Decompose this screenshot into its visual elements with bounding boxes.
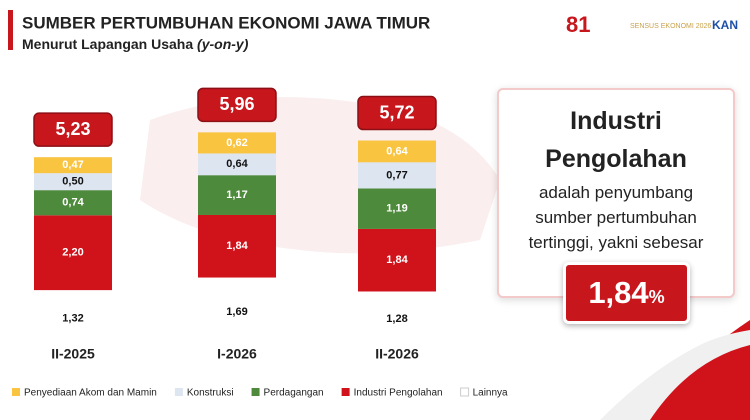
legend-swatch [341,388,350,396]
legend-label: Industri Pengolahan [354,388,443,399]
bar-segment [34,190,112,216]
bar-segment [358,162,436,189]
highlight-text: adalah penyumbang sumber pertumbuhan ter… [528,183,704,252]
bar-segment [198,277,276,335]
logo: SENSUS EKONOMI 2026 [630,23,711,30]
bar-segment [198,214,276,278]
total-label: 5,72 [379,102,414,122]
logo: 81 [566,12,590,37]
segment-label: 0,74 [62,197,84,209]
accent-bar [8,10,13,50]
segment-label: 1,69 [226,306,247,318]
legend-label: Lainnya [473,388,508,399]
highlight-number: 1,84 [588,275,649,310]
map-background [140,97,500,254]
segment-label: 1,32 [62,312,83,324]
flag-white [600,330,750,420]
total-box [197,87,277,123]
segment-label: 0,62 [226,137,247,149]
bar-segment [34,290,112,335]
bar-segment [198,153,276,176]
segment-label: 1,17 [226,189,247,201]
bar-segment [34,215,112,291]
bar-segment [358,140,436,163]
segment-label: 0,50 [62,176,83,188]
subtitle-note: (y-on-y) [197,36,249,52]
segment-label: 1,84 [386,254,408,266]
x-tick-label: I-2026 [217,346,257,362]
highlight-title: Industri Pengolahan [545,107,687,173]
legend-swatch [251,388,260,396]
bar-segment [358,228,436,292]
legend-swatch [174,388,183,396]
legend-label: Konstruksi [187,388,234,399]
segment-label: 2,20 [62,247,83,259]
bar-segment [198,132,276,154]
segment-label: 1,19 [386,203,407,215]
x-tick-label: II-2025 [51,346,95,362]
legend-swatch [460,387,470,397]
bar-segment [358,291,436,335]
legend-label: Penyediaan Akom dan Mamin [24,388,157,399]
segment-label: 0,77 [386,169,407,181]
bar-segment [358,188,436,229]
subtitle: Menurut Lapangan Usaha [22,36,193,52]
segment-label: 0,47 [62,159,83,171]
segment-label: 1,84 [226,240,248,252]
logo: KAN [712,18,738,32]
bar-segment [198,175,276,215]
x-tick-label: II-2026 [375,346,419,362]
total-box [33,112,113,147]
legend-label: Perdagangan [264,388,324,399]
bar-segment [34,157,112,174]
total-label: 5,23 [55,119,90,139]
total-label: 5,96 [219,94,254,114]
legend-swatch [12,388,20,396]
chart-subtitle: Menurut Lapangan Usaha (y-on-y) [22,36,249,52]
bar-segment [34,173,112,191]
highlight-value: 1,84% [563,262,690,324]
segment-label: 0,64 [386,145,408,157]
segment-label: 0,64 [226,158,248,170]
segment-label: 1,28 [386,313,407,325]
total-box [357,95,437,131]
chart-title: SUMBER PERTUMBUHAN EKONOMI JAWA TIMUR [22,13,430,32]
highlight-unit: % [648,286,665,307]
